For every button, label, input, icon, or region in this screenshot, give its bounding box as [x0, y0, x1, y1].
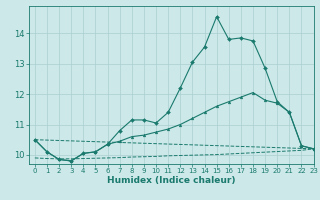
X-axis label: Humidex (Indice chaleur): Humidex (Indice chaleur)	[107, 176, 236, 185]
